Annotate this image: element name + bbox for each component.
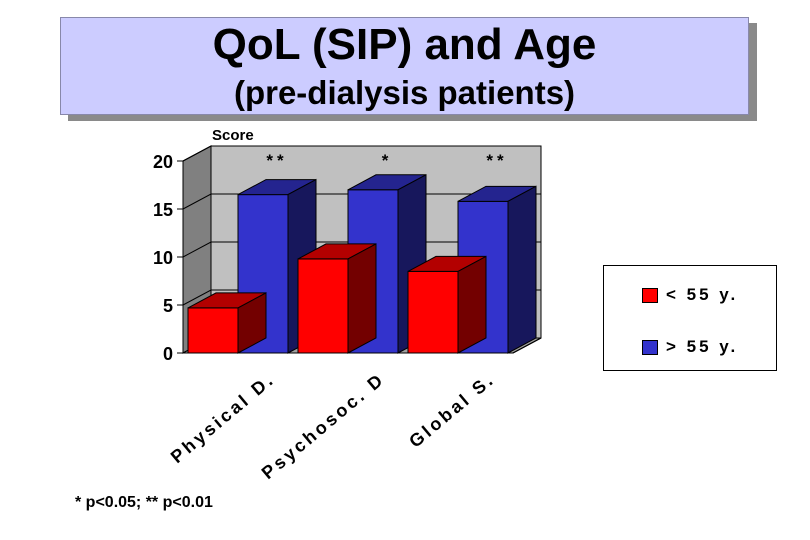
y-tick-label: 20 [153, 152, 173, 172]
y-tick-label: 0 [163, 344, 173, 364]
x-tick-label: Global S. [405, 369, 498, 452]
y-tick-label: 10 [153, 248, 173, 268]
significance-marker: ** [266, 151, 287, 170]
bar-under-55-front [297, 258, 349, 354]
legend-swatch-red [642, 287, 658, 303]
gridline [182, 145, 541, 162]
bar-under-55 [407, 255, 487, 354]
legend-item-over-55: > 55 y. [642, 337, 739, 356]
bar-under-55-front [407, 270, 459, 354]
significance-marker: ** [486, 151, 507, 170]
x-tick-label: Psychosoc. D [258, 369, 389, 483]
y-axis-label: Score [212, 127, 254, 144]
chart-title: QoL (SIP) and Age [212, 20, 597, 69]
significance-marker: * [382, 151, 393, 170]
bar-under-55-side [237, 292, 267, 354]
legend-item-under-55: < 55 y. [642, 285, 739, 304]
legend-label: < 55 y. [666, 285, 739, 304]
bar-under-55 [187, 292, 267, 354]
y-tick-label: 15 [153, 200, 173, 220]
bar-over-55-side [507, 185, 537, 354]
y-tick-label: 5 [163, 296, 173, 316]
legend-label: > 55 y. [666, 337, 739, 356]
x-tick-label: Physical D. [167, 369, 279, 467]
chart-subtitle: (pre-dialysis patients) [233, 74, 576, 111]
bar-under-55 [297, 243, 377, 354]
bar-under-55-side [347, 243, 377, 354]
bar-under-55-side [457, 255, 487, 354]
title-banner: QoL (SIP) and Age (pre-dialysis patients… [60, 17, 749, 115]
footnote: * p<0.05; ** p<0.01 [75, 494, 213, 511]
legend: < 55 y. > 55 y. [603, 265, 777, 371]
bar-under-55-front [187, 307, 239, 354]
gridline [182, 241, 541, 258]
legend-swatch-blue [642, 339, 658, 355]
x-axis-depth [512, 337, 542, 354]
gridline [182, 193, 541, 210]
